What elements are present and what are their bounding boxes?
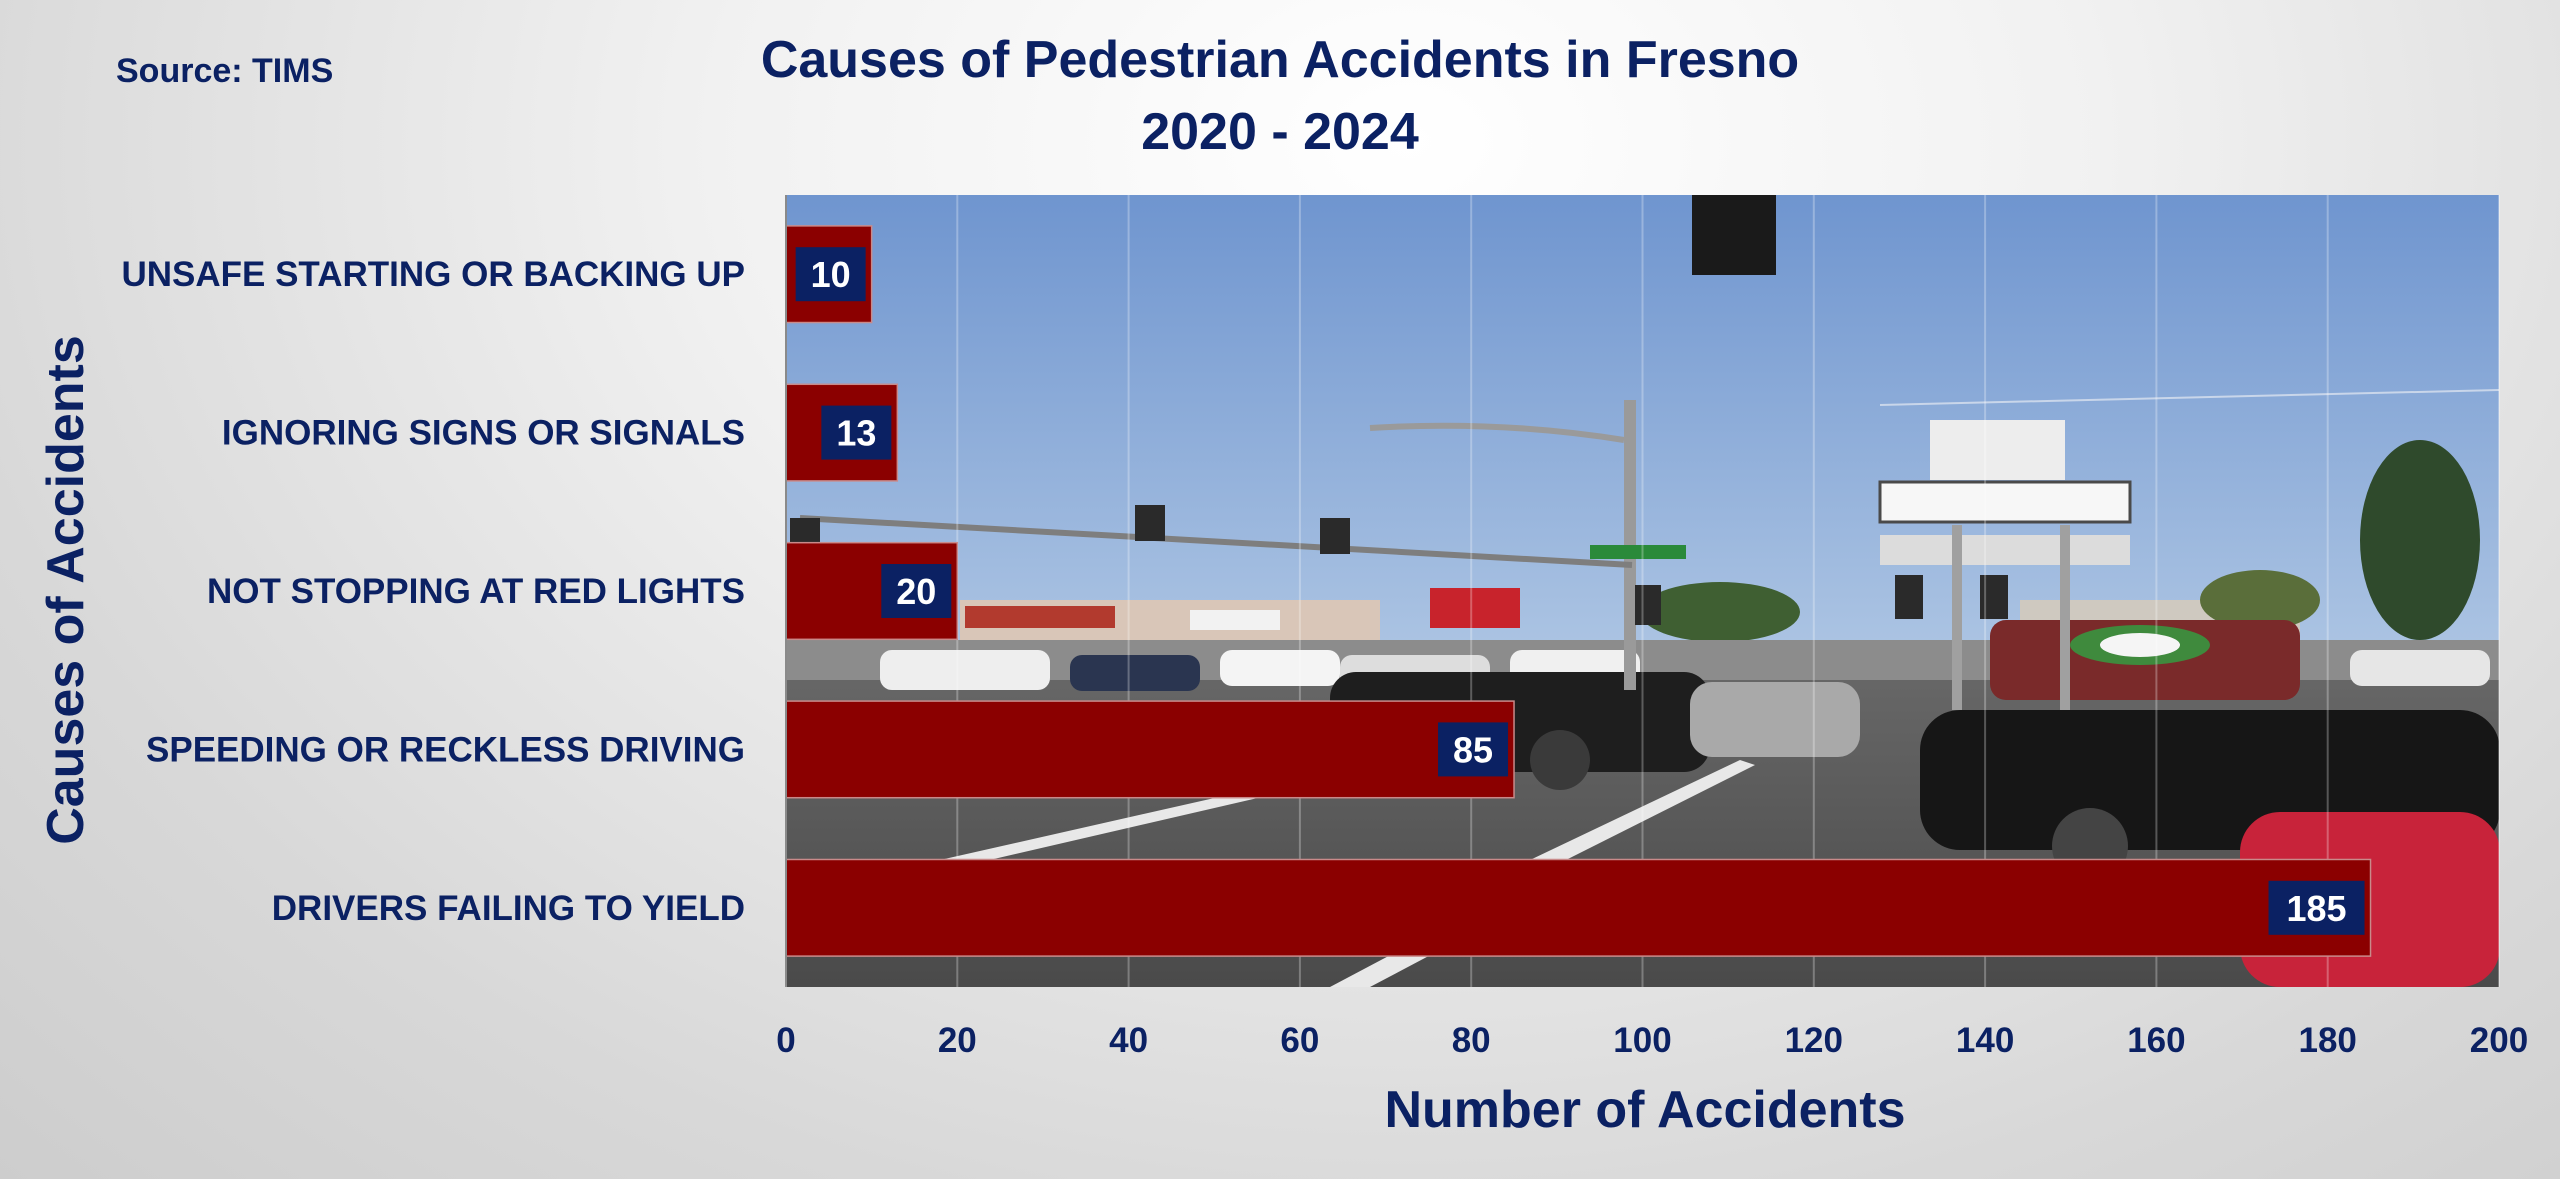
value-label-box-2 xyxy=(881,564,952,618)
category-label-0: UNSAFE STARTING OR BACKING UP xyxy=(121,255,745,294)
chart-title-line-1: Causes of Pedestrian Accidents in Fresno xyxy=(760,31,1800,89)
x-tick-label-8: 160 xyxy=(2127,1021,2185,1060)
x-tick-label-1: 20 xyxy=(938,1021,977,1060)
source-note: Source: TIMS xyxy=(116,52,334,90)
plot-background-photo xyxy=(786,195,2499,987)
x-tick-labels: 0 20 40 60 80 100 120 140 160 180 200 xyxy=(776,1021,2528,1060)
category-label-3: SPEEDING OR RECKLESS DRIVING xyxy=(146,730,745,769)
x-tick-label-6: 120 xyxy=(1785,1021,1843,1060)
chart-title: Causes of Pedestrian Accidents in Fresno… xyxy=(0,24,2560,168)
x-tick-label-10: 200 xyxy=(2470,1021,2528,1060)
value-label-4: 185 xyxy=(2286,888,2346,929)
value-label-1: 13 xyxy=(836,413,876,454)
category-label-4: DRIVERS FAILING TO YIELD xyxy=(272,889,745,928)
value-label-0: 10 xyxy=(811,254,851,295)
category-labels: UNSAFE STARTING OR BACKING UP IGNORING SI… xyxy=(121,255,745,928)
category-label-1: IGNORING SIGNS OR SIGNALS xyxy=(222,414,745,453)
x-tick-label-0: 0 xyxy=(776,1021,795,1060)
chart-title-line-2: 2020 - 2024 xyxy=(1141,103,1419,161)
value-label-box-1 xyxy=(821,405,892,460)
category-label-2: NOT STOPPING AT RED LIGHTS xyxy=(207,572,745,611)
bar-3 xyxy=(785,700,1515,799)
bar-4 xyxy=(785,858,2372,957)
x-tick-label-7: 140 xyxy=(1956,1021,2014,1060)
value-label-box-3 xyxy=(1438,722,1509,777)
x-tick-label-3: 60 xyxy=(1280,1021,1319,1060)
value-labels: 10 13 20 85 185 xyxy=(795,247,2365,935)
bars xyxy=(785,225,2372,957)
x-gridlines xyxy=(956,195,2500,987)
value-label-3: 85 xyxy=(1453,729,1493,770)
value-label-box-0 xyxy=(795,247,866,302)
value-label-box-4 xyxy=(2268,880,2365,935)
x-axis-label: Number of Accidents xyxy=(1384,1081,1906,1139)
x-tick-label-4: 80 xyxy=(1452,1021,1491,1060)
value-label-2: 20 xyxy=(896,571,936,612)
x-tick-label-5: 100 xyxy=(1613,1021,1671,1060)
x-tick-label-2: 40 xyxy=(1109,1021,1148,1060)
x-tick-label-9: 180 xyxy=(2298,1021,2356,1060)
